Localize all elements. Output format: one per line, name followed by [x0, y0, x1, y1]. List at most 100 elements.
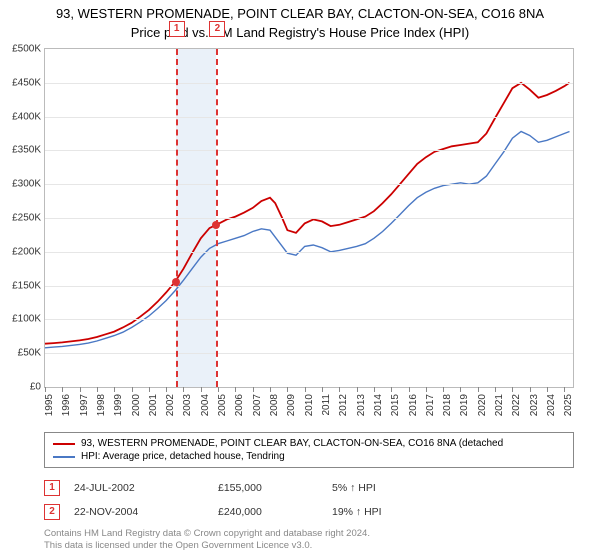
- x-axis-label: 2004: [200, 394, 211, 416]
- x-axis-label: 1995: [44, 394, 55, 416]
- chart-subtitle: Price paid vs. HM Land Registry's House …: [0, 23, 600, 40]
- y-axis-label: £100K: [12, 314, 45, 325]
- sale-vs-hpi: 5% ↑ HPI: [332, 482, 452, 494]
- y-axis-label: £250K: [12, 213, 45, 224]
- sale-price: £155,000: [218, 482, 318, 494]
- x-tick: [426, 387, 427, 392]
- x-tick: [530, 387, 531, 392]
- footer-line: This data is licensed under the Open Gov…: [44, 540, 370, 552]
- legend-item: HPI: Average price, detached house, Tend…: [53, 450, 565, 463]
- x-tick: [409, 387, 410, 392]
- sale-marker-icon: 2: [44, 504, 60, 520]
- x-axis-label: 1998: [96, 394, 107, 416]
- gridline: [45, 252, 573, 253]
- x-axis-label: 2024: [546, 394, 557, 416]
- sales-row: 1 24-JUL-2002 £155,000 5% ↑ HPI: [44, 476, 574, 500]
- x-axis-label: 1997: [79, 394, 90, 416]
- sale-dot: [172, 278, 180, 286]
- footer-line: Contains HM Land Registry data © Crown c…: [44, 528, 370, 540]
- x-tick: [218, 387, 219, 392]
- x-tick: [495, 387, 496, 392]
- sale-vs-hpi: 19% ↑ HPI: [332, 506, 452, 518]
- x-axis-label: 2021: [494, 394, 505, 416]
- y-axis-label: £500K: [12, 44, 45, 55]
- gridline: [45, 319, 573, 320]
- x-tick: [97, 387, 98, 392]
- x-tick: [45, 387, 46, 392]
- x-tick: [564, 387, 565, 392]
- x-tick: [62, 387, 63, 392]
- x-tick: [512, 387, 513, 392]
- x-tick: [305, 387, 306, 392]
- gridline: [45, 184, 573, 185]
- x-tick: [478, 387, 479, 392]
- x-tick: [235, 387, 236, 392]
- x-axis-label: 2013: [356, 394, 367, 416]
- sale-date: 24-JUL-2002: [74, 482, 204, 494]
- x-tick: [149, 387, 150, 392]
- x-axis-label: 2002: [165, 394, 176, 416]
- gridline: [45, 83, 573, 84]
- y-axis-label: £50K: [18, 348, 45, 359]
- y-axis-label: £400K: [12, 111, 45, 122]
- x-tick: [374, 387, 375, 392]
- x-tick: [183, 387, 184, 392]
- x-axis-label: 1999: [113, 394, 124, 416]
- gridline: [45, 117, 573, 118]
- x-axis-label: 2011: [321, 394, 332, 416]
- x-axis-label: 2006: [234, 394, 245, 416]
- sale-dot: [212, 221, 220, 229]
- x-axis-label: 2007: [252, 394, 263, 416]
- x-tick: [357, 387, 358, 392]
- sale-vline: [176, 49, 178, 387]
- x-tick: [391, 387, 392, 392]
- x-tick: [443, 387, 444, 392]
- x-axis-label: 2025: [563, 394, 574, 416]
- sales-table: 1 24-JUL-2002 £155,000 5% ↑ HPI 2 22-NOV…: [44, 476, 574, 524]
- x-axis-label: 2023: [529, 394, 540, 416]
- legend-swatch: [53, 456, 75, 458]
- legend-swatch: [53, 443, 75, 445]
- y-axis-label: £150K: [12, 280, 45, 291]
- sale-price: £240,000: [218, 506, 318, 518]
- x-axis-label: 2009: [286, 394, 297, 416]
- series-line-subject: [45, 83, 570, 344]
- y-axis-label: £450K: [12, 77, 45, 88]
- x-axis-label: 2008: [269, 394, 280, 416]
- y-axis-label: £200K: [12, 246, 45, 257]
- x-axis-label: 2020: [477, 394, 488, 416]
- x-tick: [166, 387, 167, 392]
- x-tick: [132, 387, 133, 392]
- x-axis-label: 2012: [338, 394, 349, 416]
- legend-label: HPI: Average price, detached house, Tend…: [81, 451, 285, 462]
- y-axis-label: £350K: [12, 145, 45, 156]
- gridline: [45, 286, 573, 287]
- x-tick: [339, 387, 340, 392]
- x-axis-label: 2017: [425, 394, 436, 416]
- chart-title: 93, WESTERN PROMENADE, POINT CLEAR BAY, …: [0, 0, 600, 23]
- x-axis-label: 2022: [511, 394, 522, 416]
- x-tick: [460, 387, 461, 392]
- sale-marker-icon: 1: [169, 21, 185, 37]
- x-axis-label: 2003: [182, 394, 193, 416]
- legend-item: 93, WESTERN PROMENADE, POINT CLEAR BAY, …: [53, 437, 565, 450]
- gridline: [45, 218, 573, 219]
- x-axis-label: 2001: [148, 394, 159, 416]
- x-tick: [114, 387, 115, 392]
- x-axis-label: 2014: [373, 394, 384, 416]
- x-tick: [201, 387, 202, 392]
- x-axis-label: 2019: [459, 394, 470, 416]
- sale-date: 22-NOV-2004: [74, 506, 204, 518]
- x-tick: [322, 387, 323, 392]
- x-axis-label: 2015: [390, 394, 401, 416]
- y-axis-label: £300K: [12, 179, 45, 190]
- sale-vline: [216, 49, 218, 387]
- x-tick: [287, 387, 288, 392]
- x-axis-label: 1996: [61, 394, 72, 416]
- x-axis-label: 2016: [408, 394, 419, 416]
- sale-marker-icon: 1: [44, 480, 60, 496]
- x-axis-label: 2018: [442, 394, 453, 416]
- y-axis-label: £0: [30, 382, 45, 393]
- sales-row: 2 22-NOV-2004 £240,000 19% ↑ HPI: [44, 500, 574, 524]
- legend-label: 93, WESTERN PROMENADE, POINT CLEAR BAY, …: [81, 438, 503, 449]
